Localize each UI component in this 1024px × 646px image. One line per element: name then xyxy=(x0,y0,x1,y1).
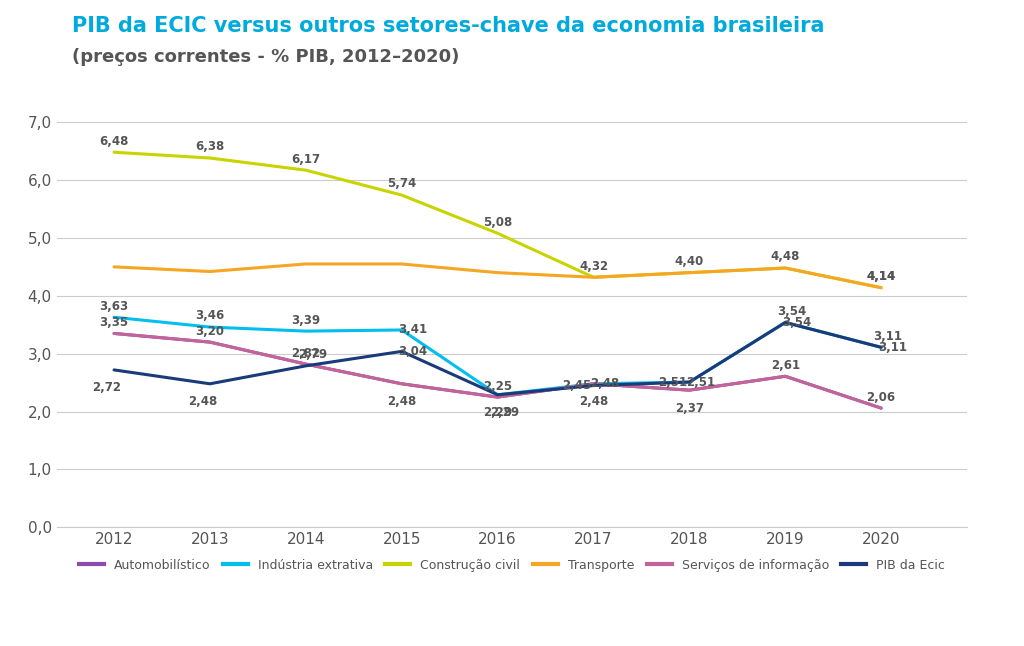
Text: 4,48: 4,48 xyxy=(771,251,800,264)
Text: 2,82: 2,82 xyxy=(291,346,321,360)
Text: 3,39: 3,39 xyxy=(291,313,321,326)
Text: 2,48: 2,48 xyxy=(188,395,218,408)
Text: 6,38: 6,38 xyxy=(196,140,224,153)
Text: 3,54: 3,54 xyxy=(781,316,811,329)
Text: 2,79: 2,79 xyxy=(298,348,328,361)
Text: 3,04: 3,04 xyxy=(398,345,427,358)
Text: 5,74: 5,74 xyxy=(387,178,417,191)
Text: 2,29: 2,29 xyxy=(490,406,519,419)
Legend: Automobilístico, Indústria extrativa, Construção civil, Transporte, Serviços de : Automobilístico, Indústria extrativa, Co… xyxy=(74,554,950,577)
Text: 2,51: 2,51 xyxy=(658,375,687,388)
Text: 2,06: 2,06 xyxy=(866,390,896,404)
Text: 3,20: 3,20 xyxy=(196,324,224,337)
Text: 3,63: 3,63 xyxy=(99,300,129,313)
Text: 2,37: 2,37 xyxy=(675,402,703,415)
Text: 5,08: 5,08 xyxy=(483,216,512,229)
Text: 3,35: 3,35 xyxy=(99,316,129,329)
Text: 2,72: 2,72 xyxy=(92,381,122,395)
Text: 3,41: 3,41 xyxy=(398,324,427,337)
Text: 3,11: 3,11 xyxy=(873,329,902,343)
Text: 3,54: 3,54 xyxy=(777,305,807,318)
Text: 4,14: 4,14 xyxy=(866,270,896,283)
Text: 2,48: 2,48 xyxy=(579,395,608,408)
Text: 2,45: 2,45 xyxy=(562,379,592,392)
Text: PIB da ECIC versus outros setores-chave da economia brasileira: PIB da ECIC versus outros setores-chave … xyxy=(72,16,824,36)
Text: 2,51: 2,51 xyxy=(686,375,715,388)
Text: 6,48: 6,48 xyxy=(99,134,129,148)
Text: 4,32: 4,32 xyxy=(579,260,608,273)
Text: 2,48: 2,48 xyxy=(387,395,417,408)
Text: 3,46: 3,46 xyxy=(196,309,224,322)
Text: 3,11: 3,11 xyxy=(878,341,907,354)
Text: 2,25: 2,25 xyxy=(483,379,512,393)
Text: 2,29: 2,29 xyxy=(483,406,512,419)
Text: (preços correntes - % PIB, 2012–2020): (preços correntes - % PIB, 2012–2020) xyxy=(72,48,459,67)
Text: 4,14: 4,14 xyxy=(866,270,896,283)
Text: 2,61: 2,61 xyxy=(771,359,800,371)
Text: 4,40: 4,40 xyxy=(675,255,705,268)
Text: 2,48: 2,48 xyxy=(590,377,620,390)
Text: 6,17: 6,17 xyxy=(291,152,321,165)
